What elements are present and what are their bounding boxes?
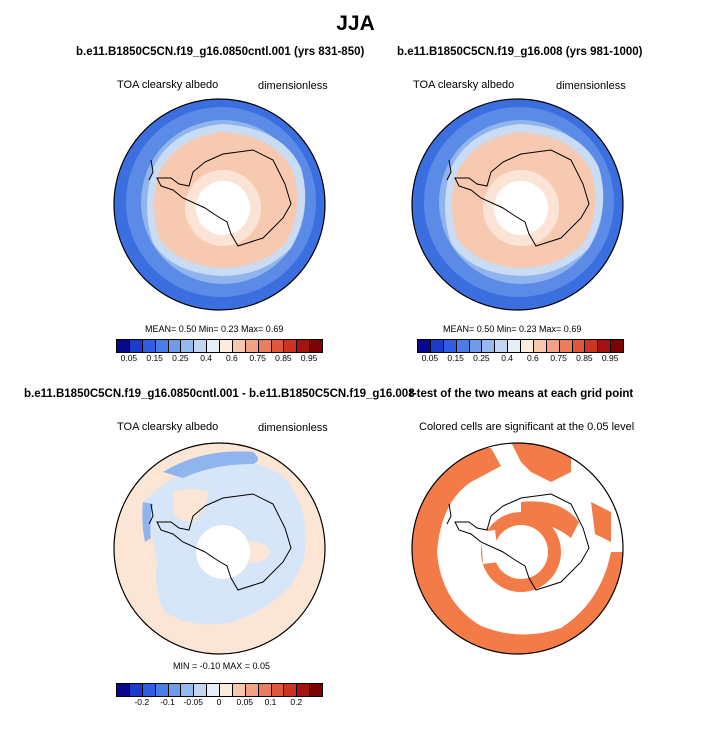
colorbar-diff bbox=[116, 683, 323, 697]
colorbar-swatch bbox=[245, 340, 259, 352]
colorbar-swatch bbox=[181, 684, 195, 696]
colorbar-tick-label: 0 bbox=[216, 697, 222, 707]
colorbar-swatch bbox=[284, 340, 298, 352]
colorbar-swatch bbox=[142, 340, 156, 352]
panel3-stats: MIN = -0.10 MAX = 0.05 bbox=[173, 661, 271, 671]
colorbar-swatch bbox=[443, 340, 457, 352]
colorbar-swatch bbox=[310, 340, 323, 352]
colorbar-tick-label: 0.05 bbox=[236, 697, 254, 707]
colorbar-swatch bbox=[559, 340, 573, 352]
colorbar-swatch bbox=[418, 340, 431, 352]
panel1-map bbox=[113, 98, 326, 311]
colorbar-tick-label: 0.15 bbox=[447, 353, 464, 363]
panel1-stats: MEAN= 0.50 Min= 0.23 Max= 0.69 bbox=[145, 324, 284, 334]
colorbar-abs-2-ticks: 0.05 0.15 0.25 0.4 0.6 0.75 0.85 0.95 bbox=[417, 353, 623, 365]
colorbar-abs-1 bbox=[116, 339, 323, 353]
colorbar-tick-label: 0.6 bbox=[225, 353, 238, 363]
panel2-units: dimensionless bbox=[556, 80, 626, 92]
colorbar-swatch bbox=[598, 340, 612, 352]
colorbar-swatch bbox=[117, 340, 130, 352]
panel4-title: t-test of the two means at each grid poi… bbox=[409, 388, 634, 400]
colorbar-swatch bbox=[207, 684, 220, 696]
panel1-variable: TOA clearsky albedo bbox=[117, 79, 219, 91]
colorbar-swatch bbox=[521, 340, 534, 352]
colorbar-swatch bbox=[469, 340, 483, 352]
colorbar-tick-label: 0.25 bbox=[473, 353, 490, 363]
colorbar-swatch bbox=[508, 340, 521, 352]
colorbar-swatch bbox=[194, 340, 208, 352]
colorbar-swatch bbox=[155, 340, 169, 352]
colorbar-swatch bbox=[232, 340, 246, 352]
colorbar-tick-label: 0.75 bbox=[550, 353, 567, 363]
colorbar-tick-label: 0.85 bbox=[275, 353, 292, 363]
colorbar-swatch bbox=[142, 684, 156, 696]
colorbar-swatch bbox=[482, 340, 496, 352]
colorbar-swatch bbox=[611, 340, 624, 352]
panel4-subtitle: Colored cells are significant at the 0.0… bbox=[419, 421, 635, 433]
colorbar-swatch bbox=[572, 340, 586, 352]
colorbar-swatch bbox=[220, 340, 233, 352]
colorbar-swatch bbox=[129, 684, 143, 696]
colorbar-swatch bbox=[297, 684, 311, 696]
panel3-variable: TOA clearsky albedo bbox=[117, 421, 219, 433]
panel2-stats: MEAN= 0.50 Min= 0.23 Max= 0.69 bbox=[443, 324, 582, 334]
colorbar-tick-label: 0.15 bbox=[146, 353, 163, 363]
colorbar-swatch bbox=[129, 340, 143, 352]
colorbar-swatch bbox=[533, 340, 547, 352]
colorbar-swatch bbox=[271, 684, 285, 696]
season-title: JJA bbox=[336, 12, 375, 35]
colorbar-swatch bbox=[245, 684, 259, 696]
colorbar-swatch bbox=[220, 684, 233, 696]
panel1-title: b.e11.B1850C5CN.f19_g16.0850cntl.001 (yr… bbox=[76, 46, 365, 58]
colorbar-tick-label: 0.05 bbox=[421, 353, 439, 363]
colorbar-tick-label: -0.2 bbox=[134, 697, 150, 707]
colorbar-tick-label: 0.6 bbox=[526, 353, 539, 363]
colorbar-swatch bbox=[232, 684, 246, 696]
colorbar-tick-label: 0.05 bbox=[120, 353, 138, 363]
panel4-map bbox=[411, 442, 624, 655]
colorbar-tick-label: 0.75 bbox=[249, 353, 266, 363]
colorbar-swatch bbox=[456, 340, 470, 352]
colorbar-swatch bbox=[117, 684, 130, 696]
colorbar-swatch bbox=[207, 340, 220, 352]
colorbar-tick-label: 0.25 bbox=[172, 353, 189, 363]
colorbar-swatch bbox=[297, 340, 311, 352]
panel3-units: dimensionless bbox=[258, 422, 328, 434]
colorbar-swatch bbox=[495, 340, 509, 352]
colorbar-swatch bbox=[258, 684, 272, 696]
panel3-map bbox=[113, 442, 326, 655]
colorbar-diff-ticks: -0.2 -0.1 -0.05 0 0.05 0.1 0.2 bbox=[116, 697, 322, 709]
colorbar-tick-label: 0.95 bbox=[300, 353, 318, 363]
colorbar-swatch bbox=[168, 684, 182, 696]
colorbar-tick-label: 0.2 bbox=[290, 697, 303, 707]
colorbar-swatch bbox=[194, 684, 208, 696]
colorbar-tick-label: -0.1 bbox=[160, 697, 175, 707]
panel1-units: dimensionless bbox=[258, 80, 328, 92]
colorbar-tick-label: 0.85 bbox=[576, 353, 593, 363]
colorbar-swatch bbox=[430, 340, 444, 352]
colorbar-swatch bbox=[271, 340, 285, 352]
colorbar-abs-1-ticks: 0.05 0.15 0.25 0.4 0.6 0.75 0.85 0.95 bbox=[116, 353, 322, 365]
colorbar-abs-2 bbox=[417, 339, 624, 353]
colorbar-tick-label: 0.1 bbox=[264, 697, 277, 707]
panel2-map bbox=[411, 98, 624, 311]
panel2-title: b.e11.B1850C5CN.f19_g16.008 (yrs 981-100… bbox=[397, 46, 643, 58]
colorbar-swatch bbox=[258, 340, 272, 352]
colorbar-tick-label: 0.4 bbox=[200, 353, 213, 363]
colorbar-swatch bbox=[310, 684, 323, 696]
colorbar-swatch bbox=[181, 340, 195, 352]
colorbar-swatch bbox=[155, 684, 169, 696]
colorbar-tick-label: -0.05 bbox=[183, 697, 203, 707]
panel2-variable: TOA clearsky albedo bbox=[413, 79, 515, 91]
colorbar-tick-label: 0.4 bbox=[501, 353, 514, 363]
colorbar-swatch bbox=[546, 340, 560, 352]
colorbar-swatch bbox=[284, 684, 298, 696]
colorbar-tick-label: 0.95 bbox=[601, 353, 619, 363]
panel3-title: b.e11.B1850C5CN.f19_g16.0850cntl.001 - b… bbox=[24, 388, 415, 400]
colorbar-swatch bbox=[168, 340, 182, 352]
colorbar-swatch bbox=[585, 340, 599, 352]
